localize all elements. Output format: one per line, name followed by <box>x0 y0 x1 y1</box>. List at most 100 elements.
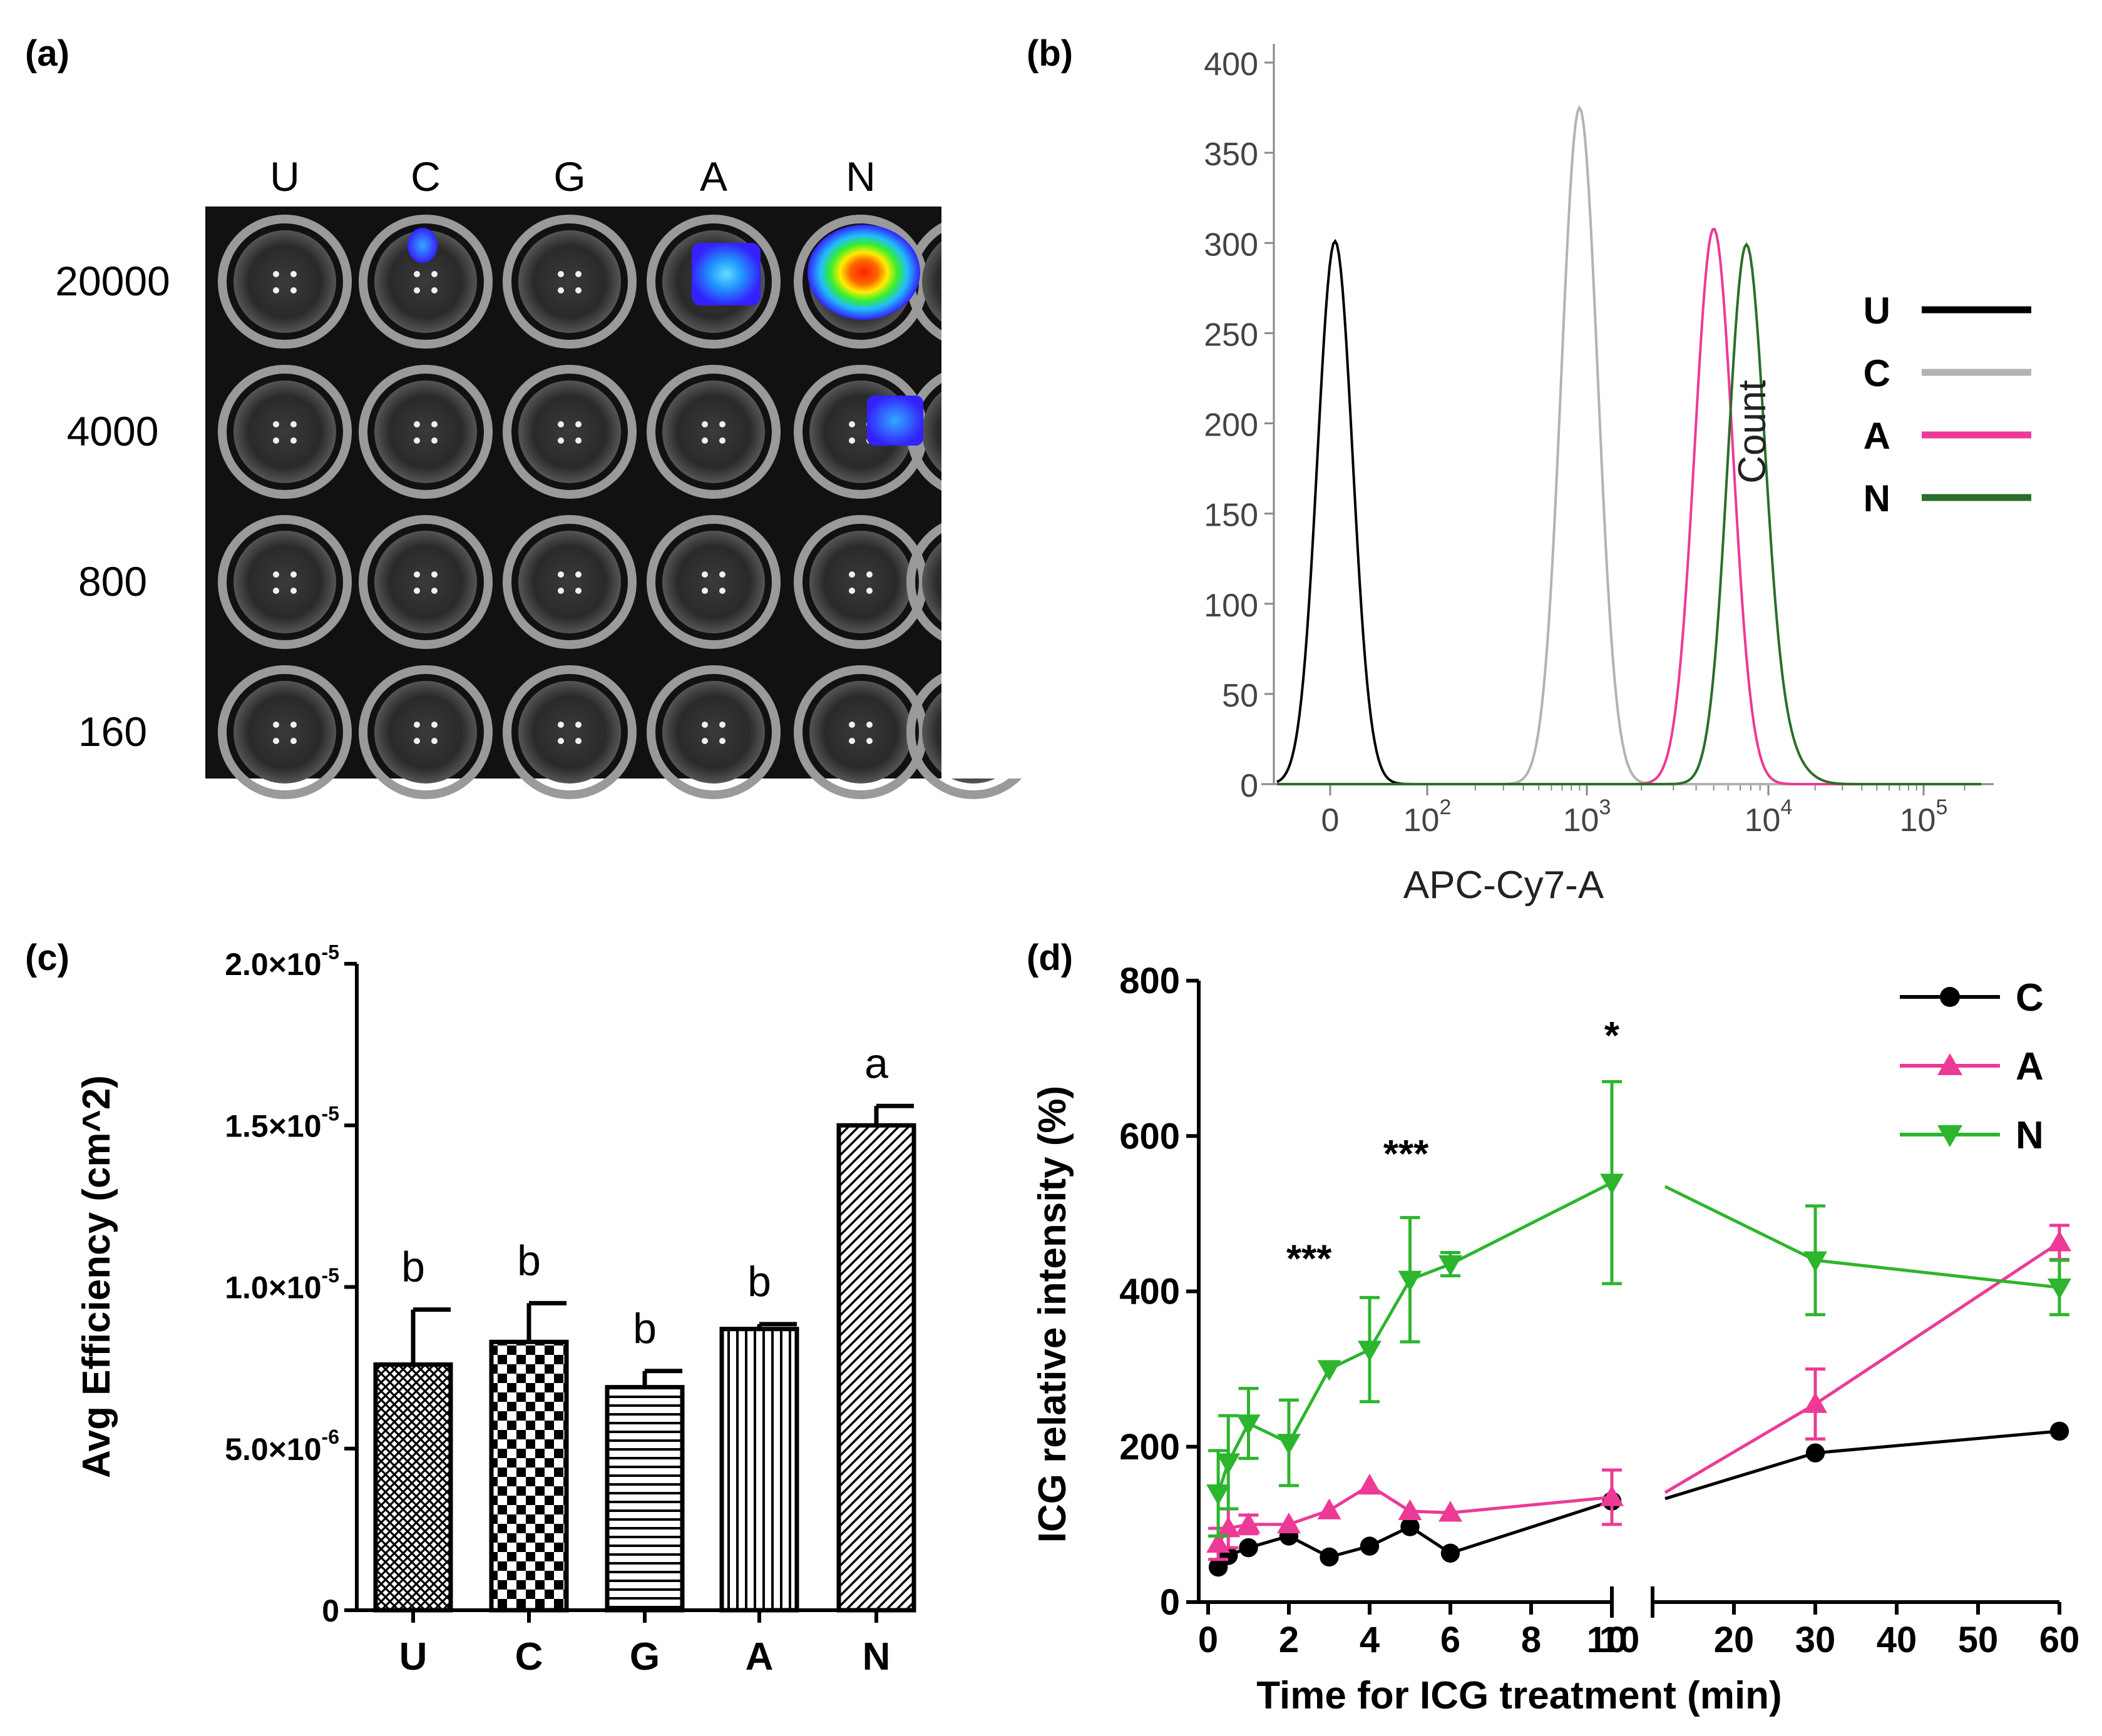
d-point-N <box>2048 1279 2071 1300</box>
d-point-A <box>1438 1501 1462 1522</box>
column-label: G <box>553 153 585 200</box>
d-point-N <box>1236 1414 1261 1436</box>
d-x-tick-label: 50 <box>1958 1620 1999 1660</box>
d-y-tick-label: 0 <box>1160 1582 1180 1623</box>
d-significance-annotation: *** <box>1383 1133 1429 1176</box>
d-legend-label: A <box>2016 1045 2044 1088</box>
d-x-axis-label: Time for ICG treatment (min) <box>1256 1674 1782 1717</box>
b-curves <box>1276 105 1981 785</box>
c-x-tick-label: U <box>399 1635 428 1678</box>
d-x-tick-label: 2 <box>1279 1620 1299 1660</box>
b-x-tick-label: 102 <box>1403 795 1452 839</box>
c-significance-letter: b <box>633 1305 657 1352</box>
d-point-C <box>1940 987 1960 1007</box>
c-x-tick-label: A <box>746 1635 774 1678</box>
c-x-tick-label: G <box>630 1635 660 1678</box>
b-y-tick-label: 100 <box>1204 588 1258 624</box>
c-significance-letter: b <box>747 1258 771 1305</box>
c-x-tick-label: N <box>863 1635 891 1678</box>
d-point-C <box>1239 1538 1258 1558</box>
well <box>218 215 352 349</box>
d-legend-item: N <box>1900 1114 2044 1157</box>
well <box>359 515 493 649</box>
d-point-A <box>1937 1053 1962 1075</box>
c-significance-letter: a <box>864 1039 888 1087</box>
d-legend: CAN <box>1900 976 2044 1157</box>
d-point-A <box>1317 1498 1341 1519</box>
d-x-tick-label: 10 <box>1587 1620 1628 1660</box>
b-y-axis-label: Count <box>1731 380 1774 483</box>
d-point-A <box>1358 1473 1382 1495</box>
d-point-N <box>1398 1270 1422 1292</box>
column-label: C <box>411 153 441 200</box>
d-x-tick-label: 20 <box>1714 1620 1755 1660</box>
wells <box>218 207 1027 799</box>
well <box>503 215 637 349</box>
row-label: 160 <box>78 708 147 755</box>
b-x-axis-label: APC-Cy7-A <box>1403 864 1604 907</box>
d-annotations: ******* <box>1286 1014 1620 1280</box>
d-point-C <box>2049 1421 2069 1441</box>
b-curve-N <box>1277 242 1981 785</box>
column-label: A <box>700 153 727 200</box>
c-bar-group: Na <box>836 1039 916 1678</box>
d-point-C <box>1320 1547 1339 1567</box>
b-y-tick-label: 200 <box>1204 407 1258 444</box>
d-legend-item: A <box>1900 1045 2044 1088</box>
c-bar <box>836 1123 916 1613</box>
well <box>794 515 928 649</box>
d-x-tick-label: 8 <box>1521 1620 1541 1660</box>
d-line-N <box>1216 1181 1613 1494</box>
b-legend-label: A <box>1864 415 1890 457</box>
d-point-C <box>1360 1536 1380 1556</box>
panel-label-a: (a) <box>25 33 69 74</box>
d-point-A <box>2048 1230 2071 1252</box>
c-bar <box>373 1362 453 1613</box>
d-x-tick-label: 30 <box>1795 1620 1836 1660</box>
c-x-tick-label: C <box>515 1635 543 1678</box>
b-y-tick-label: 150 <box>1204 498 1258 534</box>
d-point-N <box>1206 1484 1231 1506</box>
column-label: N <box>846 153 876 200</box>
b-x-tick-label: 105 <box>1900 795 1948 839</box>
d-y-tick-label: 800 <box>1119 961 1180 1001</box>
d-x-tick-label: 0 <box>1198 1620 1218 1660</box>
column-label: U <box>270 153 300 200</box>
signal-spot <box>867 396 923 446</box>
well <box>503 665 637 799</box>
c-bar <box>489 1339 569 1613</box>
well <box>503 515 637 649</box>
d-significance-annotation: * <box>1604 1014 1620 1058</box>
b-y-tick-label: 300 <box>1204 227 1258 263</box>
d-line-C <box>1664 1429 2060 1501</box>
well <box>503 365 637 499</box>
b-y-tick-label: 350 <box>1204 136 1258 173</box>
d-legend-label: C <box>2016 976 2044 1019</box>
signal-spots <box>408 225 923 446</box>
panel-a: (a) U C G A N 20000 4000 800 160 <box>25 33 1027 799</box>
d-line-N <box>1664 1185 2060 1289</box>
signal-spot <box>807 225 920 320</box>
panel-c: (c) 0 5.0×10-6 1.0×10-5 1.5×10-5 2.0×10-5 Ub… <box>25 937 916 1678</box>
d-point-N <box>1438 1255 1462 1277</box>
well <box>359 215 493 349</box>
d-point-N <box>1358 1340 1382 1362</box>
d-point-C <box>1805 1443 1825 1463</box>
c-bar-group: Ab <box>719 1258 799 1678</box>
d-x-tick-label: 4 <box>1360 1620 1380 1660</box>
d-point-A <box>1236 1512 1261 1534</box>
panel-label-c: (c) <box>25 937 69 978</box>
well <box>218 515 352 649</box>
panel-label-d: (d) <box>1027 937 1073 978</box>
c-significance-letter: b <box>401 1243 425 1291</box>
d-x-tick-label: 6 <box>1440 1620 1460 1660</box>
d-point-N <box>1937 1125 1962 1147</box>
c-y-tick-label: 0 <box>322 1593 339 1628</box>
well <box>647 515 781 649</box>
c-y-tick-label: 2.0×10-5 <box>225 941 339 982</box>
c-significance-letter: b <box>517 1237 541 1284</box>
